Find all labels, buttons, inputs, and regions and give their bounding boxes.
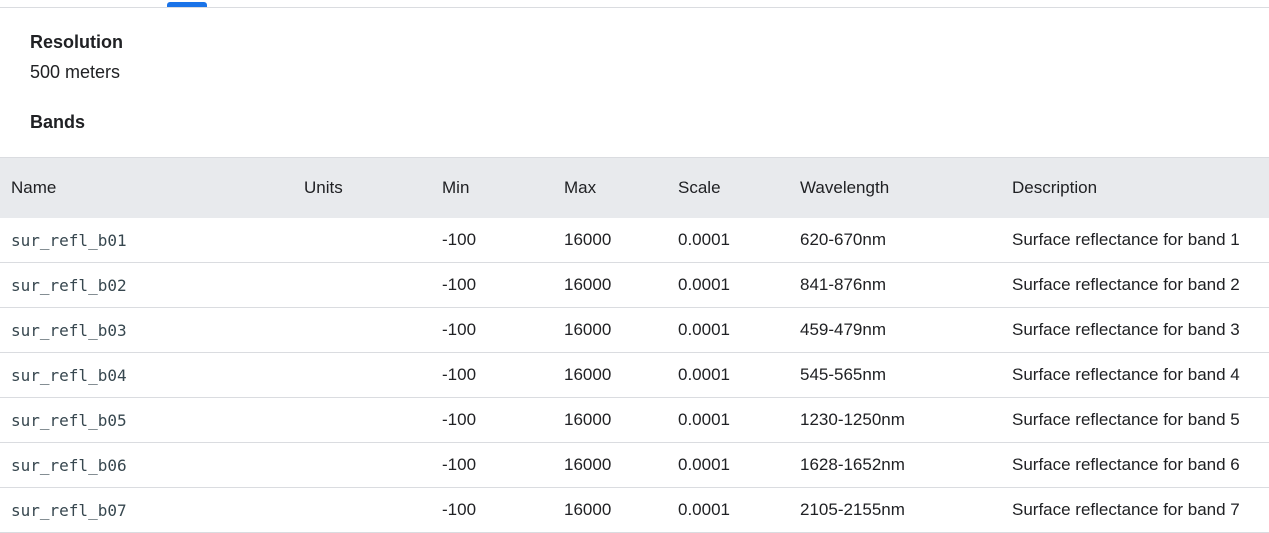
band-name: sur_refl_b03 [0, 307, 293, 353]
band-scale: 0.0001 [667, 307, 789, 353]
band-max: 16000 [553, 262, 667, 308]
band-scale: 0.0001 [667, 218, 789, 263]
band-name: sur_refl_b06 [0, 442, 293, 488]
table-row: sur_refl_b04 -100 16000 0.0001 545-565nm… [0, 352, 1269, 398]
band-max: 16000 [553, 442, 667, 488]
band-min: -100 [431, 397, 553, 443]
band-wavelength: 841-876nm [789, 262, 1001, 308]
table-row: sur_refl_b02 -100 16000 0.0001 841-876nm… [0, 262, 1269, 308]
band-scale: 0.0001 [667, 352, 789, 398]
band-units [293, 262, 431, 308]
band-units [293, 307, 431, 353]
band-units [293, 352, 431, 398]
column-header-min: Min [431, 157, 553, 218]
band-name: sur_refl_b07 [0, 487, 293, 533]
column-header-scale: Scale [667, 157, 789, 218]
table-row: sur_refl_b05 -100 16000 0.0001 1230-1250… [0, 397, 1269, 443]
table-row: sur_refl_b03 -100 16000 0.0001 459-479nm… [0, 307, 1269, 353]
band-name: sur_refl_b04 [0, 352, 293, 398]
bands-table: Name Units Min Max Scale Wavelength Desc… [0, 157, 1269, 533]
band-description: Surface reflectance for band 5 [1001, 397, 1269, 443]
band-min: -100 [431, 262, 553, 308]
band-max: 16000 [553, 352, 667, 398]
table-row: sur_refl_b06 -100 16000 0.0001 1628-1652… [0, 442, 1269, 488]
band-max: 16000 [553, 397, 667, 443]
column-header-units: Units [293, 157, 431, 218]
column-header-max: Max [553, 157, 667, 218]
band-description: Surface reflectance for band 4 [1001, 352, 1269, 398]
band-units [293, 487, 431, 533]
band-scale: 0.0001 [667, 442, 789, 488]
column-header-wavelength: Wavelength [789, 157, 1001, 218]
band-max: 16000 [553, 487, 667, 533]
band-max: 16000 [553, 218, 667, 263]
band-scale: 0.0001 [667, 397, 789, 443]
band-min: -100 [431, 218, 553, 263]
table-row: sur_refl_b01 -100 16000 0.0001 620-670nm… [0, 218, 1269, 263]
band-name: sur_refl_b05 [0, 397, 293, 443]
band-min: -100 [431, 442, 553, 488]
band-wavelength: 1230-1250nm [789, 397, 1001, 443]
resolution-value: 500 meters [30, 62, 121, 82]
band-name: sur_refl_b01 [0, 218, 293, 263]
band-units [293, 218, 431, 263]
band-wavelength: 620-670nm [789, 218, 1001, 263]
band-description: Surface reflectance for band 1 [1001, 218, 1269, 263]
resolution-heading: Resolution [30, 32, 123, 52]
table-header-row: Name Units Min Max Scale Wavelength Desc… [0, 157, 1269, 218]
band-name: sur_refl_b02 [0, 262, 293, 308]
band-min: -100 [431, 307, 553, 353]
band-min: -100 [431, 352, 553, 398]
band-wavelength: 2105-2155nm [789, 487, 1001, 533]
bands-heading: Bands [30, 112, 86, 132]
band-units [293, 397, 431, 443]
tab-bar [0, 0, 1269, 8]
band-min: -100 [431, 487, 553, 533]
table-row: sur_refl_b07 -100 16000 0.0001 2105-2155… [0, 487, 1269, 533]
column-header-name: Name [0, 157, 293, 218]
band-wavelength: 1628-1652nm [789, 442, 1001, 488]
band-description: Surface reflectance for band 6 [1001, 442, 1269, 488]
active-tab-indicator [167, 2, 207, 7]
band-wavelength: 459-479nm [789, 307, 1001, 353]
band-description: Surface reflectance for band 7 [1001, 487, 1269, 533]
band-description: Surface reflectance for band 2 [1001, 262, 1269, 308]
band-units [293, 442, 431, 488]
band-scale: 0.0001 [667, 487, 789, 533]
band-max: 16000 [553, 307, 667, 353]
column-header-description: Description [1001, 157, 1269, 218]
band-description: Surface reflectance for band 3 [1001, 307, 1269, 353]
band-scale: 0.0001 [667, 262, 789, 308]
band-wavelength: 545-565nm [789, 352, 1001, 398]
